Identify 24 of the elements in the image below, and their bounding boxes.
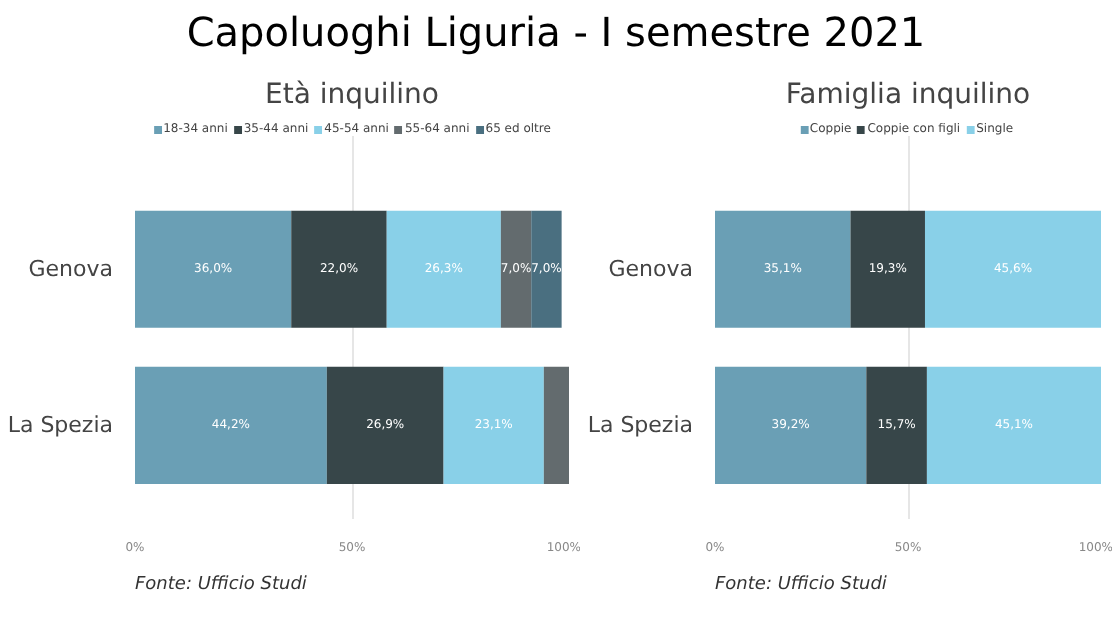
y-tick-label: La Spezia	[7, 412, 114, 439]
bar	[543, 366, 569, 484]
bar	[866, 366, 927, 484]
chart-subtitle: Età inquilino	[265, 79, 440, 111]
bar	[850, 210, 925, 328]
bar	[500, 210, 532, 328]
bar	[715, 366, 867, 484]
bar	[291, 210, 387, 328]
source-note: Fonte: Ufficio Studi	[135, 575, 308, 595]
y-tick-label: Genova	[608, 256, 694, 283]
y-tick-label: Genova	[28, 256, 114, 283]
bar	[135, 366, 327, 484]
y-tick-label: La Spezia	[587, 412, 694, 439]
chart-subtitle: Famiglia inquilino	[785, 79, 1031, 111]
bar	[443, 366, 544, 484]
chart-title: Capoluoghi Liguria - I semestre 2021	[186, 6, 926, 60]
bar	[924, 210, 1101, 328]
bar	[326, 366, 444, 484]
bar	[531, 210, 562, 328]
bar	[135, 210, 292, 328]
bar	[926, 366, 1101, 484]
bar	[715, 210, 851, 328]
source-note: Fonte: Ufficio Studi	[715, 575, 888, 595]
bar	[386, 210, 501, 328]
